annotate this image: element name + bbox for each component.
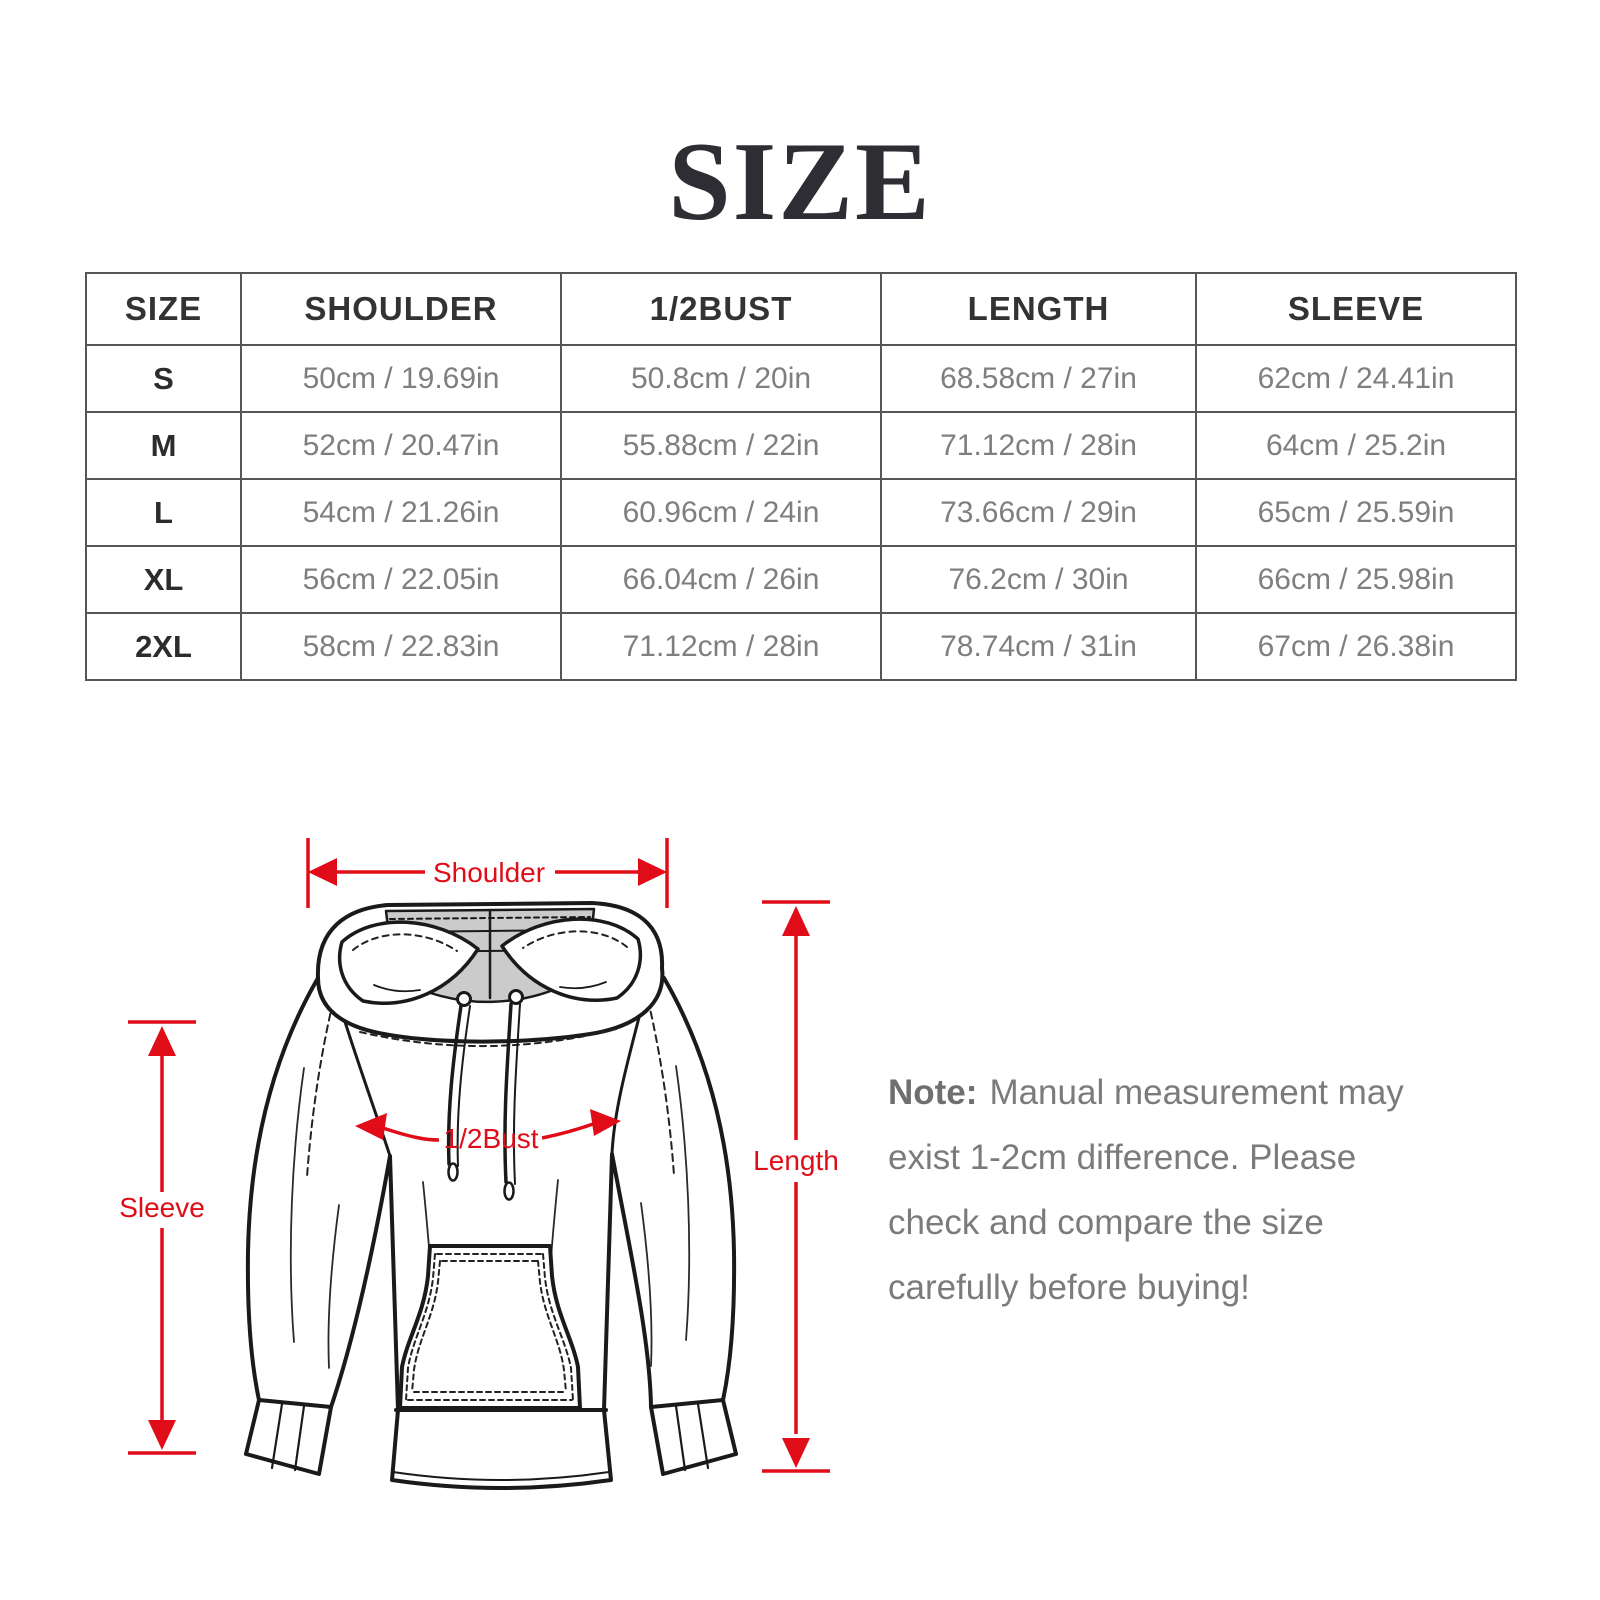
cell-sleeve: 64cm / 25.2in [1195, 411, 1517, 480]
cell-halfbust: 55.88cm / 22in [560, 411, 882, 480]
grommet-left [456, 991, 472, 1007]
cell-halfbust: 60.96cm / 24in [560, 478, 882, 547]
note-line: exist 1-2cm difference. Please [888, 1138, 1357, 1177]
cell-shoulder: 52cm / 20.47in [240, 411, 562, 480]
table-row: S 50cm / 19.69in 50.8cm / 20in 68.58cm /… [85, 344, 1517, 413]
shoulder-dimension-label: Shoulder [433, 857, 545, 888]
note-label: Note: [888, 1073, 978, 1112]
cell-length: 73.66cm / 29in [880, 478, 1197, 547]
measurement-note: Note: Manual measurement may exist 1-2cm … [888, 1060, 1488, 1320]
col-header-shoulder: SHOULDER [240, 272, 562, 346]
hoodie-sketch [244, 901, 738, 1490]
length-dimension [762, 900, 830, 1473]
cell-size: XL [85, 545, 242, 614]
arrowhead-down-icon [148, 1420, 176, 1450]
size-table: SIZE SHOULDER 1/2BUST LENGTH SLEEVE S 50… [85, 272, 1517, 681]
page-title: SIZE [668, 120, 932, 244]
arrowhead-up-icon [782, 906, 810, 936]
cell-shoulder: 50cm / 19.69in [240, 344, 562, 413]
half-bust-dimension-label: 1/2Bust [444, 1123, 539, 1154]
note-line: carefully before buying! [888, 1268, 1250, 1307]
cell-shoulder: 56cm / 22.05in [240, 545, 562, 614]
cell-sleeve: 66cm / 25.98in [1195, 545, 1517, 614]
cell-length: 76.2cm / 30in [880, 545, 1197, 614]
sleeve-dimension [128, 1020, 196, 1455]
cell-halfbust: 71.12cm / 28in [560, 612, 882, 681]
cell-length: 78.74cm / 31in [880, 612, 1197, 681]
grommet-right [508, 989, 524, 1005]
table-header-row: SIZE SHOULDER 1/2BUST LENGTH SLEEVE [85, 272, 1517, 346]
arrowhead-left-icon [308, 858, 337, 886]
table-row: XL 56cm / 22.05in 66.04cm / 26in 76.2cm … [85, 545, 1517, 614]
drawstrings [446, 1002, 521, 1201]
arrowhead-up-icon [148, 1026, 176, 1056]
dimension-annotations: Shoulder Sleeve Length 1/2Bust [119, 838, 839, 1473]
pocket-stitching [405, 1253, 574, 1401]
kangaroo-pocket [398, 1244, 582, 1410]
cell-shoulder: 54cm / 21.26in [240, 478, 562, 547]
cell-length: 71.12cm / 28in [880, 411, 1197, 480]
table-row: 2XL 58cm / 22.83in 71.12cm / 28in 78.74c… [85, 612, 1517, 681]
arrowhead-down-icon [782, 1438, 810, 1468]
cell-size: S [85, 344, 242, 413]
col-header-size: SIZE [85, 272, 242, 346]
table-row: L 54cm / 21.26in 60.96cm / 24in 73.66cm … [85, 478, 1517, 547]
hoodie-measurement-diagram: Shoulder Sleeve Length 1/2Bust [119, 838, 839, 1490]
cell-halfbust: 66.04cm / 26in [560, 545, 882, 614]
cell-sleeve: 65cm / 25.59in [1195, 478, 1517, 547]
arrowhead-left-icon [355, 1113, 387, 1140]
col-header-length: LENGTH [880, 272, 1197, 346]
cell-halfbust: 50.8cm / 20in [560, 344, 882, 413]
cell-size: 2XL [85, 612, 242, 681]
sleeve-dimension-label: Sleeve [119, 1192, 205, 1223]
cell-size: L [85, 478, 242, 547]
shoulder-dimension [306, 838, 669, 908]
cell-size: M [85, 411, 242, 480]
arrowhead-right-icon [638, 858, 667, 886]
note-line: check and compare the size [888, 1203, 1324, 1242]
cell-sleeve: 67cm / 26.38in [1195, 612, 1517, 681]
note-text: Manual measurement may [989, 1073, 1404, 1112]
col-header-sleeve: SLEEVE [1195, 272, 1517, 346]
hoodie-body-outline [244, 976, 738, 1490]
collar-fold-right [500, 917, 643, 1002]
cell-sleeve: 62cm / 24.41in [1195, 344, 1517, 413]
half-bust-dimension [355, 1109, 621, 1142]
arrowhead-right-icon [590, 1109, 621, 1136]
note-line: Note: Manual measurement may [888, 1060, 1488, 1125]
table-row: M 52cm / 20.47in 55.88cm / 22in 71.12cm … [85, 411, 1517, 480]
cell-length: 68.58cm / 27in [880, 344, 1197, 413]
length-dimension-label: Length [753, 1145, 839, 1176]
col-header-halfbust: 1/2BUST [560, 272, 882, 346]
collar-fold-left [337, 920, 480, 1005]
cell-shoulder: 58cm / 22.83in [240, 612, 562, 681]
